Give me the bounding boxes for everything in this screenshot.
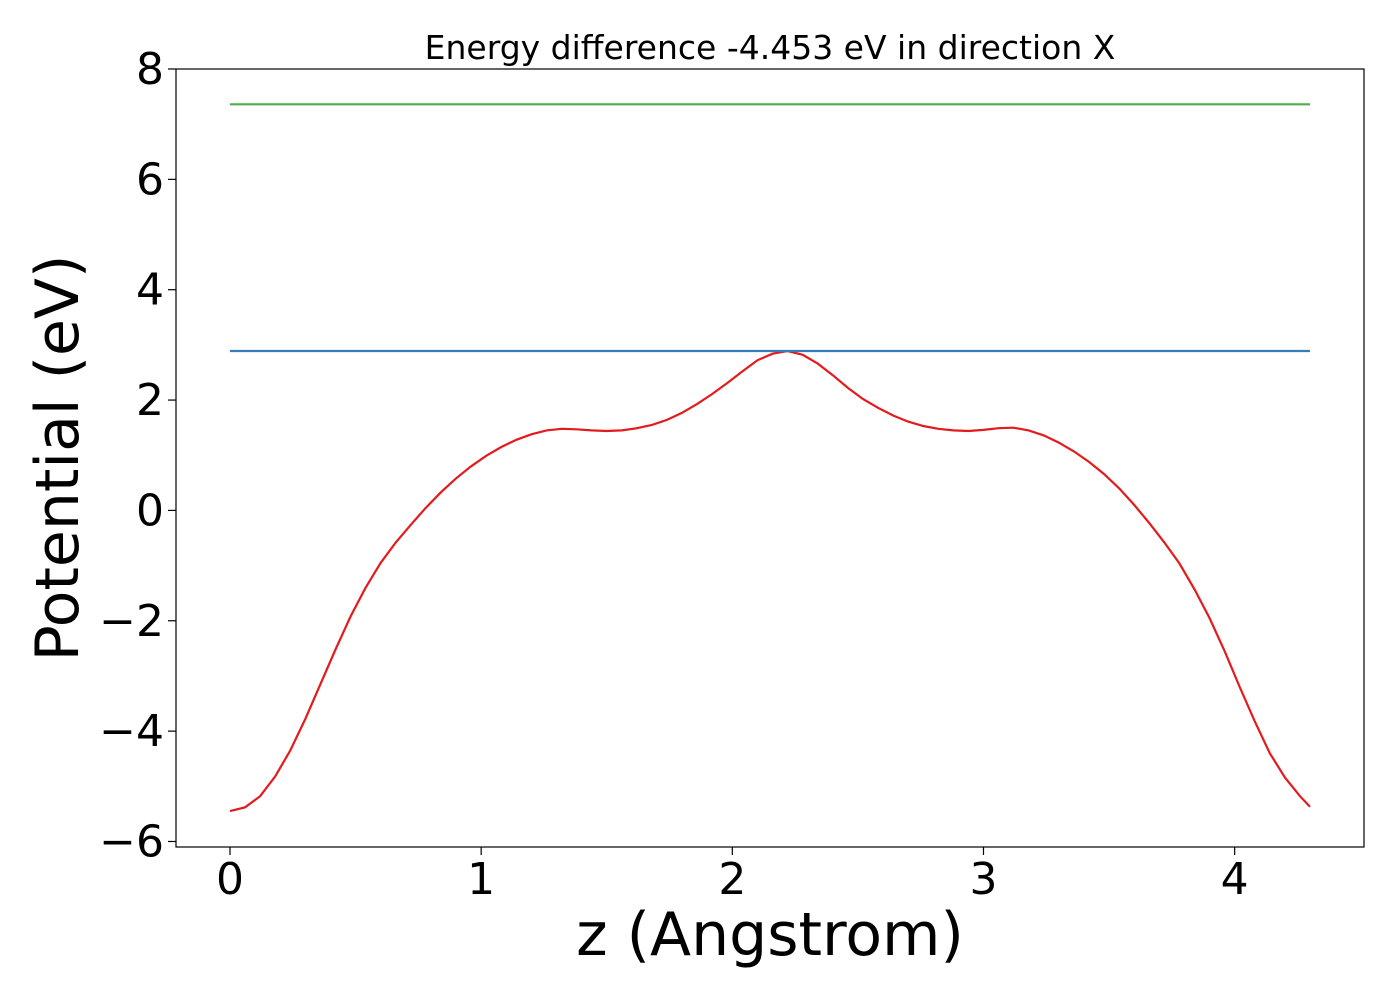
y-tick-label: −4 xyxy=(99,706,164,757)
plot-frame xyxy=(175,68,1365,848)
y-tick-label: 8 xyxy=(136,44,164,95)
x-tick-label: 4 xyxy=(1221,854,1249,905)
y-tick-label: 4 xyxy=(136,265,164,316)
y-tick-label: 2 xyxy=(136,375,164,426)
y-tick-label: 6 xyxy=(136,154,164,205)
series-layer xyxy=(229,103,1311,813)
y-axis-label: Potential (eV) xyxy=(23,255,93,662)
series-line-0 xyxy=(229,349,1311,813)
x-tick-label: 1 xyxy=(467,854,495,905)
y-tick-label: −2 xyxy=(99,596,164,647)
y-axis: −6 −4 −2 0 2 4 6 8 xyxy=(99,44,176,867)
y-tick-label: −6 xyxy=(99,816,164,867)
x-axis-label: z (Angstrom) xyxy=(576,900,964,970)
x-axis: 0 1 2 3 4 xyxy=(216,847,1249,905)
chart-title: Energy difference -4.453 eV in direction… xyxy=(425,28,1116,67)
x-tick-label: 2 xyxy=(718,854,746,905)
y-tick-label: 0 xyxy=(136,485,164,536)
x-tick-label: 3 xyxy=(969,854,997,905)
x-tick-label: 0 xyxy=(216,854,244,905)
